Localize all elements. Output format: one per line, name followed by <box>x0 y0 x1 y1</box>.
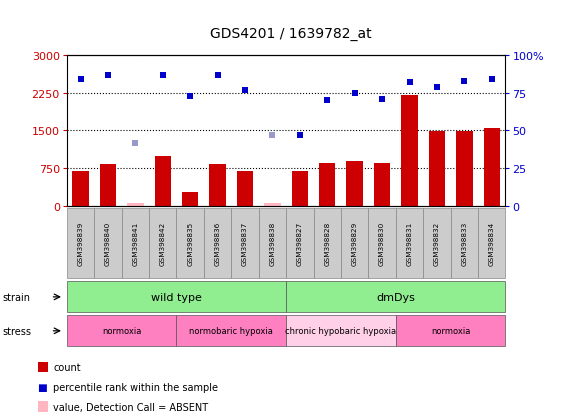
Text: normoxia: normoxia <box>102 327 141 335</box>
Text: GDS4201 / 1639782_at: GDS4201 / 1639782_at <box>210 27 371 41</box>
Text: normobaric hypoxia: normobaric hypoxia <box>189 327 273 335</box>
Text: GSM398836: GSM398836 <box>214 222 221 266</box>
Text: GSM398833: GSM398833 <box>461 222 467 266</box>
Text: normoxia: normoxia <box>431 327 471 335</box>
Bar <box>72 171 89 206</box>
Text: GSM398834: GSM398834 <box>489 222 495 266</box>
Bar <box>346 161 363 206</box>
Text: GSM398839: GSM398839 <box>77 222 84 266</box>
Text: percentile rank within the sample: percentile rank within the sample <box>53 382 218 392</box>
Bar <box>155 156 171 206</box>
Text: chronic hypobaric hypoxia: chronic hypobaric hypoxia <box>285 327 397 335</box>
Text: GSM398832: GSM398832 <box>434 222 440 266</box>
Text: wild type: wild type <box>151 292 202 302</box>
Text: strain: strain <box>3 292 31 302</box>
Bar <box>319 164 335 206</box>
Text: GSM398840: GSM398840 <box>105 222 111 266</box>
Bar <box>429 132 445 206</box>
Text: GSM398831: GSM398831 <box>407 222 413 266</box>
Text: ■: ■ <box>37 382 46 392</box>
Text: GSM398829: GSM398829 <box>352 222 358 266</box>
Bar <box>237 171 253 206</box>
Bar <box>209 165 226 206</box>
Bar <box>100 164 116 206</box>
Text: dmDys: dmDys <box>376 292 415 302</box>
Bar <box>483 128 500 206</box>
Bar <box>182 192 198 206</box>
Bar <box>264 204 281 206</box>
Text: GSM398838: GSM398838 <box>270 222 275 266</box>
Text: GSM398841: GSM398841 <box>132 222 138 266</box>
Text: GSM398830: GSM398830 <box>379 222 385 266</box>
Text: GSM398828: GSM398828 <box>324 222 330 266</box>
Bar <box>401 96 418 206</box>
Bar <box>374 164 390 206</box>
Text: GSM398827: GSM398827 <box>297 222 303 266</box>
Text: GSM398835: GSM398835 <box>187 222 193 266</box>
Bar <box>456 132 472 206</box>
Bar <box>292 171 308 206</box>
Text: count: count <box>53 362 81 372</box>
Text: value, Detection Call = ABSENT: value, Detection Call = ABSENT <box>53 402 209 412</box>
Text: stress: stress <box>3 326 32 336</box>
Text: GSM398837: GSM398837 <box>242 222 248 266</box>
Bar <box>127 204 144 206</box>
Text: GSM398842: GSM398842 <box>160 222 166 266</box>
